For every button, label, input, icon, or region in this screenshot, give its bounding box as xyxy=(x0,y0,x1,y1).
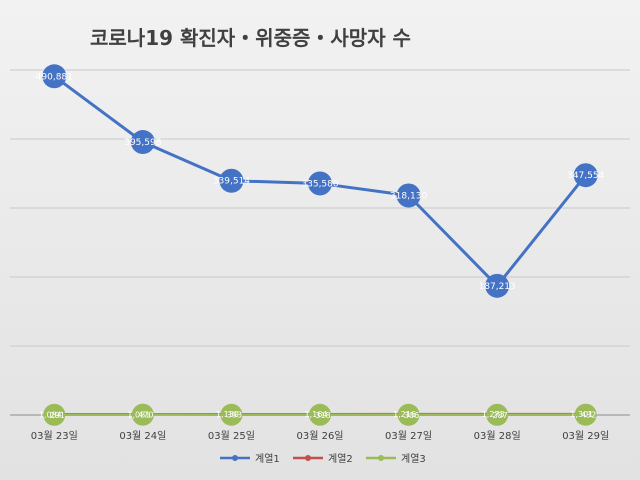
data-label-series-3: 318 xyxy=(315,411,330,420)
legend-label-3: 계열3 xyxy=(401,453,426,465)
x-tick-label: 03월 23일 xyxy=(31,430,78,442)
data-label-series-2: 1,164 xyxy=(305,410,328,419)
data-label-series-3: 291 xyxy=(50,411,65,420)
data-point-series-3 xyxy=(486,403,509,426)
data-point-series-1 xyxy=(573,163,598,188)
data-label-series-2: 1,216 xyxy=(393,410,416,419)
chart-title: 코로나19 확진자・위중증・사망자 수 xyxy=(90,26,411,50)
data-label-series-3: 287 xyxy=(493,411,508,420)
x-tick-label: 03월 27일 xyxy=(385,430,432,442)
data-label-series-3: 393 xyxy=(227,411,242,420)
data-point-series-3 xyxy=(220,403,243,426)
data-label-series-3: 470 xyxy=(138,411,153,420)
x-tick-label: 03월 24일 xyxy=(119,430,166,442)
data-label-series-1: 339,514 xyxy=(213,177,250,187)
data-label-series-1: 490,881 xyxy=(36,72,73,82)
data-label-series-1: 347,554 xyxy=(567,171,604,181)
data-point-series-3 xyxy=(131,403,154,426)
data-label-series-3: 432 xyxy=(581,411,596,420)
legend-marker-3 xyxy=(378,455,384,461)
data-point-series-1 xyxy=(130,130,155,155)
legend-marker-1 xyxy=(232,455,238,461)
data-point-series-1 xyxy=(219,168,244,193)
data-point-series-1 xyxy=(396,183,421,208)
legend-label-1: 계열1 xyxy=(255,453,280,465)
x-tick-label: 03월 25일 xyxy=(208,430,255,442)
data-point-series-3 xyxy=(43,403,66,426)
data-label-series-1: 187,213 xyxy=(479,282,516,292)
data-label-series-2: 1,084 xyxy=(39,410,62,419)
legend-label-2: 계열2 xyxy=(328,453,353,465)
data-label-series-2: 1,081 xyxy=(127,410,150,419)
data-point-series-1 xyxy=(42,64,67,89)
data-label-series-1: 335,580 xyxy=(301,179,338,189)
x-tick-label: 03월 26일 xyxy=(296,430,343,442)
data-point-series-3 xyxy=(574,403,597,426)
data-point-series-3 xyxy=(397,403,420,426)
data-label-series-2: 1,130 xyxy=(216,410,239,419)
data-label-series-1: 395,598 xyxy=(124,138,161,148)
legend-marker-2 xyxy=(305,455,311,461)
data-label-series-1: 318,130 xyxy=(390,191,427,201)
data-point-series-1 xyxy=(485,273,510,298)
data-label-series-2: 1,273 xyxy=(482,410,505,419)
data-point-series-3 xyxy=(309,403,331,426)
x-tick-label: 03월 29일 xyxy=(562,430,609,442)
x-tick-label: 03월 28일 xyxy=(474,430,521,442)
data-point-series-1 xyxy=(308,171,332,196)
data-label-series-3: 306 xyxy=(404,411,419,420)
data-label-series-2: 1,301 xyxy=(570,410,593,419)
